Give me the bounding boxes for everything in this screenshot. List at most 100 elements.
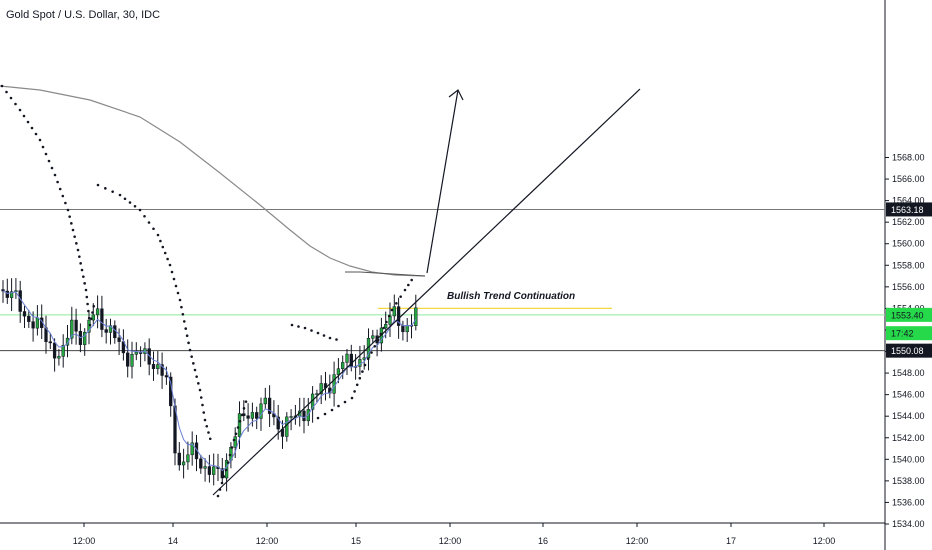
candle-body [371,335,375,339]
sar-dot [34,132,38,136]
candle-body [18,290,22,312]
x-tick-label: 12:00 [626,536,649,546]
candle-body [31,321,35,329]
sar-dot [92,304,96,308]
sar-dot [199,396,203,399]
sar-dot [87,309,90,313]
candle-body [130,354,134,367]
candle-body [151,364,156,369]
sar-dot [184,327,188,330]
sar-dot [335,338,338,341]
sar-dot [353,390,356,393]
candle-body [61,344,65,357]
sar-dot [390,308,394,312]
sar-dot [195,375,198,378]
sar-dot [80,268,84,272]
sar-dot [198,388,202,392]
candle-body [302,410,306,422]
sar-dot [358,376,362,380]
y-tick-label: 1556.00 [892,282,925,292]
sar-dot [208,437,212,441]
y-tick-label: 1538.00 [892,476,925,486]
candle-body [95,308,100,316]
sar-dot [78,255,81,258]
sar-dot [316,331,320,335]
sar-dot [89,317,93,321]
sar-dot [182,320,186,323]
sar-dot [68,215,71,218]
sar-dot [163,251,167,255]
sar-dot [203,418,207,422]
candle-body [349,353,353,367]
sar-dot [168,263,172,267]
sar-dot [176,291,180,295]
sar-dot [350,396,354,400]
projection-arrow-shaft [426,89,459,274]
candle-body [70,319,74,339]
sar-dot [328,336,332,340]
sar-dot [361,370,364,373]
sar-dot [303,326,307,330]
sar-dot [363,363,367,367]
chart-title: Gold Spot / U.S. Dollar, 30, IDC [6,9,161,21]
x-tick-label: 12:00 [439,536,462,546]
candle-body [164,375,169,378]
sar-dot [238,419,242,423]
sar-dot [192,362,195,365]
y-tick-label: 1536.00 [892,497,925,507]
y-tick-label: 1544.00 [892,411,925,421]
sar-dot [87,316,91,320]
y-tick-label: 1568.00 [892,152,925,162]
sar-dot [14,102,17,106]
sar-dot [297,325,300,328]
candle-body [289,416,293,418]
candle-body [405,324,409,333]
sar-dot [30,126,34,130]
sar-dot [242,407,246,410]
x-tick-label: 14 [168,536,178,546]
candle-body [332,374,336,394]
candle-body [250,412,255,419]
y-tick-label: 1564.00 [892,196,925,206]
sar-dot [71,228,75,232]
sar-dot [76,248,80,252]
sar-dot [5,90,8,94]
sar-dot [88,323,92,327]
price-badge [886,307,932,322]
candle-body [396,306,401,326]
sar-dot [366,357,370,361]
candle-body [285,416,289,437]
candle-body [207,466,212,475]
sar-dot [337,404,340,408]
sar-dot [73,235,76,238]
x-tick-label: 12:00 [256,536,279,546]
sar-dot [240,413,244,417]
candle-body [237,413,242,437]
sar-dot [9,96,13,100]
candle-body [5,290,9,298]
neckline [345,271,426,277]
y-tick-label: 1562.00 [892,217,925,227]
candle-body [160,364,164,376]
candle-body [104,329,108,333]
sar-dot [197,382,200,385]
candle-body [57,356,61,359]
long-moving-average-line [0,85,426,277]
price-badge-label: 1550.08 [891,346,924,356]
sar-dot [96,183,100,187]
sar-dot [147,221,151,224]
candle-body [177,452,181,466]
candle-body [48,341,52,344]
trend-line [212,88,641,496]
sar-dot [216,494,220,498]
sar-dot [156,233,160,237]
sar-dot [91,311,94,314]
candle-body [74,319,78,332]
candle-body [1,289,5,292]
sar-dot [41,145,45,149]
candle-body [246,415,250,419]
sar-dot [395,302,398,305]
sar-dot [166,257,169,261]
sar-dot [323,412,327,416]
